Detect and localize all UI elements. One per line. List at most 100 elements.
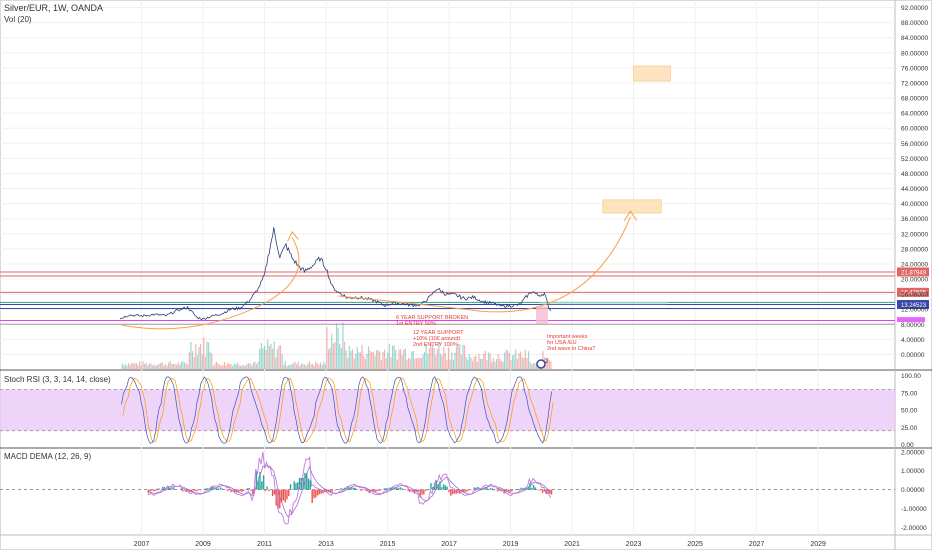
volume-bar — [324, 364, 326, 369]
level-price-label: 21.87949 — [901, 270, 927, 276]
volume-bar — [139, 361, 141, 369]
time-tick-label: 2029 — [810, 541, 826, 548]
volume-bar — [183, 362, 186, 369]
price-series[interactable] — [119, 227, 551, 320]
volume-legend[interactable]: Vol (20) — [4, 15, 32, 24]
price-line[interactable] — [119, 227, 551, 320]
volume-bar — [244, 366, 246, 369]
macd-histogram-bar — [250, 489, 252, 491]
macd-histogram-bar — [334, 489, 337, 491]
volume-bar — [321, 365, 323, 369]
volume-bar — [137, 365, 139, 369]
volume-bar — [412, 350, 414, 369]
macd-histogram-bar — [315, 489, 317, 498]
macd-histogram-bar — [378, 489, 380, 491]
macd-tick-label: 2.00000 — [901, 449, 925, 456]
macd-histogram-bar — [466, 489, 468, 492]
volume-bar — [414, 358, 416, 369]
macd-histogram-bar — [500, 489, 502, 492]
time-tick-label: 2023 — [626, 541, 642, 548]
volume-bar — [249, 363, 251, 369]
volume-bar — [415, 358, 418, 369]
macd-histogram-bar — [376, 489, 378, 492]
macd-histogram-bar — [493, 489, 495, 491]
volume-bar — [155, 365, 157, 369]
macd-histogram-bar — [374, 489, 376, 492]
volume-bar — [534, 363, 536, 369]
volume-bar — [390, 357, 392, 369]
macd-histogram-bar — [538, 489, 540, 491]
macd-histogram-bar — [426, 489, 429, 491]
macd-histogram-bar — [406, 489, 409, 491]
level-price-tag — [897, 317, 925, 323]
arrow-head-icon — [287, 230, 299, 242]
volume-bar — [161, 362, 163, 369]
macd-histogram-bar — [397, 488, 400, 490]
volume-bar — [399, 349, 402, 369]
macd-histogram-bar — [415, 489, 418, 492]
macd-histogram-bar — [446, 486, 448, 490]
macd-histogram-bar — [540, 489, 542, 491]
volume-bar — [308, 361, 310, 369]
macd-histogram-bar — [385, 487, 387, 490]
volume-bar — [236, 362, 238, 369]
macd-histogram-bar — [379, 489, 382, 491]
volume-bar — [423, 352, 426, 369]
volume-bar — [294, 361, 296, 369]
volume-bar — [275, 357, 277, 369]
time-tick-label: 2009 — [195, 541, 211, 548]
stoch-rsi-legend[interactable]: Stoch RSI (3, 3, 14, 14, close) — [4, 375, 111, 384]
volume-bar — [395, 350, 397, 369]
volume-bar — [494, 361, 496, 369]
volume-bar — [387, 352, 389, 369]
volume-bar — [331, 333, 333, 369]
volume-bar — [299, 365, 301, 369]
symbol-title[interactable]: Silver/EUR, 1W, OANDA — [4, 3, 103, 13]
volume-bar — [255, 363, 258, 369]
macd-histogram-bar — [360, 489, 362, 491]
macd-histogram-bar — [277, 489, 279, 510]
volume-bar — [377, 349, 379, 369]
macd-histogram-bar — [282, 489, 285, 501]
annotation-china-wave: 2nd wave in China? — [547, 346, 595, 352]
macd-histogram-bar — [291, 489, 294, 490]
volume-bar — [123, 365, 125, 369]
stoch-tick-label: 0.00 — [901, 442, 914, 449]
macd-histogram-bar — [196, 489, 198, 492]
macd-tick-label: 1.00000 — [901, 468, 925, 475]
volume-bar — [433, 348, 435, 369]
volume-bar — [452, 359, 454, 369]
macd-histogram-bar — [280, 489, 283, 503]
macd-histogram-bar — [401, 488, 403, 490]
axes: 92.00000 88.00000 84.00000 80.00000 76.00000… — [134, 5, 929, 548]
price-tick-label: 84.00000 — [901, 35, 928, 42]
macd-histogram-bar — [547, 489, 549, 494]
time-tick-label: 2021 — [564, 541, 580, 548]
macd-legend[interactable]: MACD DEMA (12, 26, 9) — [4, 452, 91, 461]
macd-histogram-bar — [149, 489, 151, 492]
volume-bar — [246, 363, 248, 369]
target-zone — [633, 65, 671, 82]
event-marker-icon[interactable] — [536, 359, 546, 369]
macd-tick-label: -1.00000 — [901, 506, 927, 513]
volume-bar — [171, 363, 173, 369]
volume-bar — [532, 363, 534, 369]
volume-bar — [310, 364, 312, 369]
volume-bar — [323, 361, 325, 369]
event-count: 2 — [545, 359, 549, 365]
volume-bar — [215, 361, 218, 369]
volume-bar — [303, 364, 306, 369]
support-zone — [540, 302, 667, 305]
annotation-12yr-support: 12 YEAR SUPPORT — [413, 330, 464, 336]
volume-bar — [182, 361, 184, 369]
macd-histogram-bar — [210, 486, 213, 490]
macd-histogram-bar — [226, 489, 229, 492]
volume-bar — [502, 361, 504, 369]
volume-bar — [332, 343, 334, 369]
macd-histogram-bar — [289, 484, 292, 490]
price-tick-label: 8.00000 — [901, 322, 925, 329]
time-tick-label: 2027 — [749, 541, 765, 548]
volume-bar — [134, 362, 136, 369]
stoch-tick-label: 75.00 — [901, 390, 918, 397]
